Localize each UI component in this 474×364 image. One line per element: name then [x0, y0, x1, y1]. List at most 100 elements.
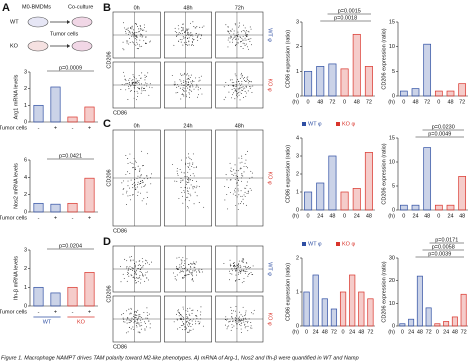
event-dot — [180, 159, 182, 161]
event-dot — [188, 331, 190, 333]
event-dot — [147, 178, 149, 180]
event-dot — [239, 36, 241, 38]
event-dot — [182, 27, 184, 29]
legend-label: KO φ — [342, 121, 355, 127]
event-dot — [235, 45, 236, 47]
schematic-label: Tumor cells — [50, 31, 78, 37]
x-axis-label: (h) — [388, 99, 395, 105]
event-dot — [248, 38, 250, 40]
event-dot — [190, 179, 191, 181]
event-dot — [136, 321, 138, 323]
event-dot — [183, 271, 185, 273]
event-dot — [232, 263, 234, 264]
event-dot — [141, 182, 143, 184]
event-dot — [233, 174, 235, 176]
event-dot — [244, 327, 246, 329]
event-dot — [195, 86, 197, 88]
event-dot — [196, 85, 198, 87]
event-dot — [132, 270, 134, 272]
x-tick-label: 48 — [417, 329, 423, 335]
event-dot — [141, 72, 143, 74]
event-dot — [185, 94, 187, 96]
event-dot — [136, 48, 138, 49]
event-dot — [139, 26, 141, 28]
event-dot — [146, 260, 148, 262]
event-dot — [243, 203, 244, 205]
caption: Figure 1. Macrophage NAMPT drives TAM po… — [1, 355, 359, 361]
event-dot — [240, 269, 242, 271]
event-dot — [137, 281, 139, 282]
x-tick-label: 48 — [317, 99, 323, 105]
event-dot — [136, 82, 137, 83]
event-dot — [193, 88, 195, 90]
event-dot — [248, 190, 249, 192]
event-dot — [252, 85, 254, 87]
event-dot — [125, 28, 127, 30]
event-dot — [186, 317, 188, 319]
event-dot — [180, 33, 182, 34]
event-dot — [179, 264, 181, 266]
event-dot — [201, 269, 203, 270]
event-dot — [131, 80, 133, 82]
event-dot — [136, 178, 138, 180]
event-dot — [234, 266, 236, 268]
event-dot — [184, 260, 186, 262]
event-dot — [130, 269, 132, 271]
event-dot — [200, 34, 202, 36]
event-dot — [185, 34, 187, 36]
bar — [84, 272, 95, 307]
event-dot — [235, 90, 237, 92]
event-dot — [144, 27, 145, 28]
event-dot — [196, 26, 198, 28]
event-dot — [135, 311, 137, 312]
x-tick-label: 48 — [329, 213, 335, 219]
event-dot — [137, 277, 139, 279]
event-dot — [200, 75, 202, 77]
event-dot — [182, 89, 184, 91]
event-dot — [240, 195, 242, 197]
event-dot — [183, 95, 185, 97]
event-dot — [244, 90, 246, 92]
event-dot — [192, 328, 194, 330]
event-dot — [181, 26, 183, 28]
event-dot — [178, 315, 180, 317]
event-dot — [237, 264, 239, 266]
bar — [458, 176, 467, 211]
event-dot — [187, 77, 189, 79]
event-dot — [189, 89, 191, 91]
event-dot — [239, 86, 241, 88]
event-dot — [147, 153, 149, 155]
bar — [434, 323, 441, 327]
event-dot — [235, 194, 237, 196]
event-dot — [244, 265, 246, 267]
event-dot — [128, 275, 130, 277]
event-dot — [134, 76, 135, 78]
event-dot — [192, 280, 194, 282]
event-dot — [188, 181, 190, 183]
event-dot — [135, 281, 137, 283]
event-dot — [244, 270, 246, 272]
event-dot — [176, 257, 178, 259]
event-dot — [199, 79, 201, 81]
y-tick-label: 3 — [24, 69, 27, 75]
event-dot — [145, 82, 146, 84]
event-dot — [188, 273, 190, 275]
event-dot — [251, 176, 253, 178]
event-dot — [135, 34, 137, 36]
event-dot — [126, 83, 128, 84]
event-dot — [226, 318, 228, 320]
event-dot — [133, 314, 135, 316]
event-dot — [236, 42, 238, 44]
event-dot — [184, 191, 185, 193]
event-dot — [190, 195, 192, 197]
event-dot — [137, 319, 138, 321]
event-dot — [178, 40, 180, 42]
event-dot — [134, 82, 136, 84]
event-dot — [190, 326, 192, 328]
event-dot — [241, 86, 243, 88]
event-dot — [181, 261, 183, 263]
event-dot — [250, 189, 252, 191]
event-dot — [182, 268, 183, 270]
event-dot — [244, 191, 246, 193]
event-dot — [198, 271, 200, 273]
